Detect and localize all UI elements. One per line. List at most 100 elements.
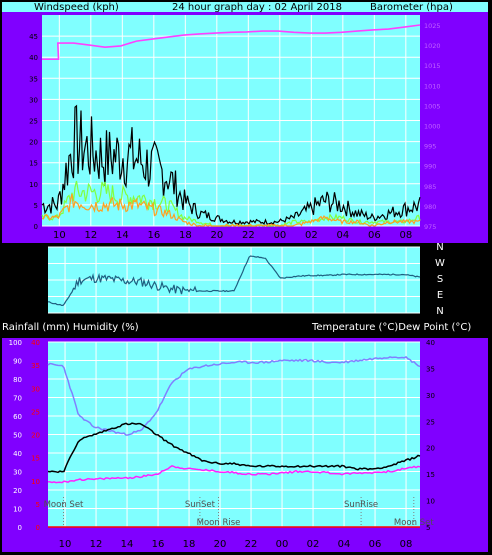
compass-label: S: [437, 274, 443, 285]
compass-label: E: [437, 290, 443, 301]
humidity-y-tick: 70: [13, 395, 22, 403]
climate-x-tick: 04: [338, 539, 351, 550]
dewpoint-line: [47, 464, 421, 484]
wind-y-tick: 30: [29, 96, 38, 104]
pressure-y-tick: 985: [424, 183, 436, 191]
humidity-y-tick: 10: [13, 506, 22, 514]
wind-x-tick: 04: [336, 230, 349, 241]
direction-y-tick: 180: [31, 277, 44, 285]
rain-y-tick: 20: [31, 432, 40, 440]
temperature-y-tick: 20: [426, 445, 435, 453]
humidity-y-tick: 60: [13, 413, 22, 421]
header-band: [2, 2, 488, 12]
pressure-y-tick: 975: [424, 223, 436, 231]
pressure-y-tick: 1010: [424, 82, 441, 90]
temperature-y-tick: 40: [426, 339, 435, 347]
wind-y-tick: 0: [34, 223, 38, 231]
wind-x-tick: 22: [242, 230, 255, 241]
direction-y-tick: 360: [31, 244, 44, 252]
climate-x-tick: 22: [245, 539, 258, 550]
wind-y-tick: 5: [34, 202, 38, 210]
wind-x-tick: 20: [210, 230, 223, 241]
wind-x-tick: 18: [179, 230, 192, 241]
humidity-y-tick: 80: [13, 376, 22, 384]
rain-y-tick: 35: [31, 362, 40, 370]
wind-x-tick: 10: [53, 230, 66, 241]
rain-humidity-label: Rainfall (mm) Humidity (%): [2, 322, 139, 333]
compass-label: W: [435, 258, 445, 269]
wind-y-tick: 25: [29, 118, 38, 126]
compass-label: N: [436, 306, 443, 317]
pressure-y-tick: 1025: [424, 22, 441, 30]
annotation-label: Moon Set: [394, 518, 434, 528]
rain-y-tick: 10: [31, 478, 40, 486]
wind-x-tick: 00: [273, 230, 286, 241]
humidity-y-tick: 90: [13, 358, 22, 366]
wind-x-tick: 16: [147, 230, 160, 241]
annotation-label: Moon Rise: [197, 518, 241, 528]
temperature-y-tick: 35: [426, 365, 435, 373]
pressure-y-tick: 1005: [424, 102, 441, 110]
annotation-label: Moon Set: [44, 500, 84, 510]
wind-x-tick: 06: [368, 230, 381, 241]
climate-x-tick: 14: [121, 539, 134, 550]
climate-x-tick: 08: [400, 539, 413, 550]
header-center: 24 hour graph day : 02 April 2018: [172, 2, 342, 13]
wind-y-tick: 20: [29, 139, 38, 147]
climate-x-tick: 06: [369, 539, 382, 550]
humidity-y-tick: 20: [13, 487, 22, 495]
pressure-y-tick: 980: [424, 203, 436, 211]
climate-x-tick: 10: [59, 539, 72, 550]
climate-x-tick: 18: [183, 539, 196, 550]
pressure-y-tick: 1020: [424, 42, 441, 50]
humidity-y-tick: 50: [13, 432, 22, 440]
wind-x-tick: 12: [84, 230, 97, 241]
direction-line: [47, 255, 421, 306]
direction-y-tick: 0: [40, 310, 44, 318]
annotation-label: SunSet: [185, 500, 216, 510]
rain-y-tick: 0: [36, 524, 40, 532]
rain-y-tick: 15: [31, 455, 40, 463]
pressure-y-tick: 1015: [424, 62, 441, 70]
wind-x-tick: 14: [116, 230, 129, 241]
wind-average-line: [42, 193, 421, 227]
rain-y-tick: 40: [31, 339, 40, 347]
climate-x-tick: 12: [90, 539, 103, 550]
pressure-y-tick: 995: [424, 143, 436, 151]
pressure-y-tick: 990: [424, 163, 436, 171]
rain-y-tick: 25: [31, 408, 40, 416]
humidity-y-tick: 0: [18, 524, 22, 532]
rain-y-tick: 5: [36, 501, 40, 509]
humidity-y-tick: 100: [9, 339, 22, 347]
climate-x-tick: 16: [152, 539, 165, 550]
header-right: Barometer (hpa): [370, 2, 453, 13]
humidity-line: [47, 356, 421, 436]
direction-y-tick: 270: [31, 261, 44, 269]
temperature-line: [47, 422, 421, 474]
temperature-y-tick: 5: [426, 524, 430, 532]
temperature-y-tick: 25: [426, 418, 435, 426]
climate-x-tick: 02: [307, 539, 320, 550]
compass-label: N: [436, 242, 443, 253]
wind-y-tick: 35: [29, 75, 38, 83]
pressure-y-tick: 1000: [424, 123, 441, 131]
rain-y-tick: 30: [31, 385, 40, 393]
temp-dew-label: Temperature (°C)Dew Point (°C): [311, 322, 471, 333]
annotation-label: SunRise: [344, 500, 378, 510]
wind-x-tick: 02: [305, 230, 318, 241]
temperature-y-tick: 30: [426, 392, 435, 400]
wind-x-tick: 08: [399, 230, 412, 241]
pressure-line: [42, 24, 421, 60]
humidity-y-tick: 30: [13, 469, 22, 477]
header-left: Windspeed (kph): [34, 2, 119, 13]
direction-y-tick: 90: [35, 294, 44, 302]
wind-y-tick: 15: [29, 160, 38, 168]
climate-x-tick: 20: [214, 539, 227, 550]
wind-y-tick: 45: [29, 33, 38, 41]
temperature-y-tick: 15: [426, 471, 435, 479]
temperature-y-tick: 10: [426, 498, 435, 506]
humidity-y-tick: 40: [13, 450, 22, 458]
wind-y-tick: 10: [29, 181, 38, 189]
wind-y-tick: 40: [29, 54, 38, 62]
